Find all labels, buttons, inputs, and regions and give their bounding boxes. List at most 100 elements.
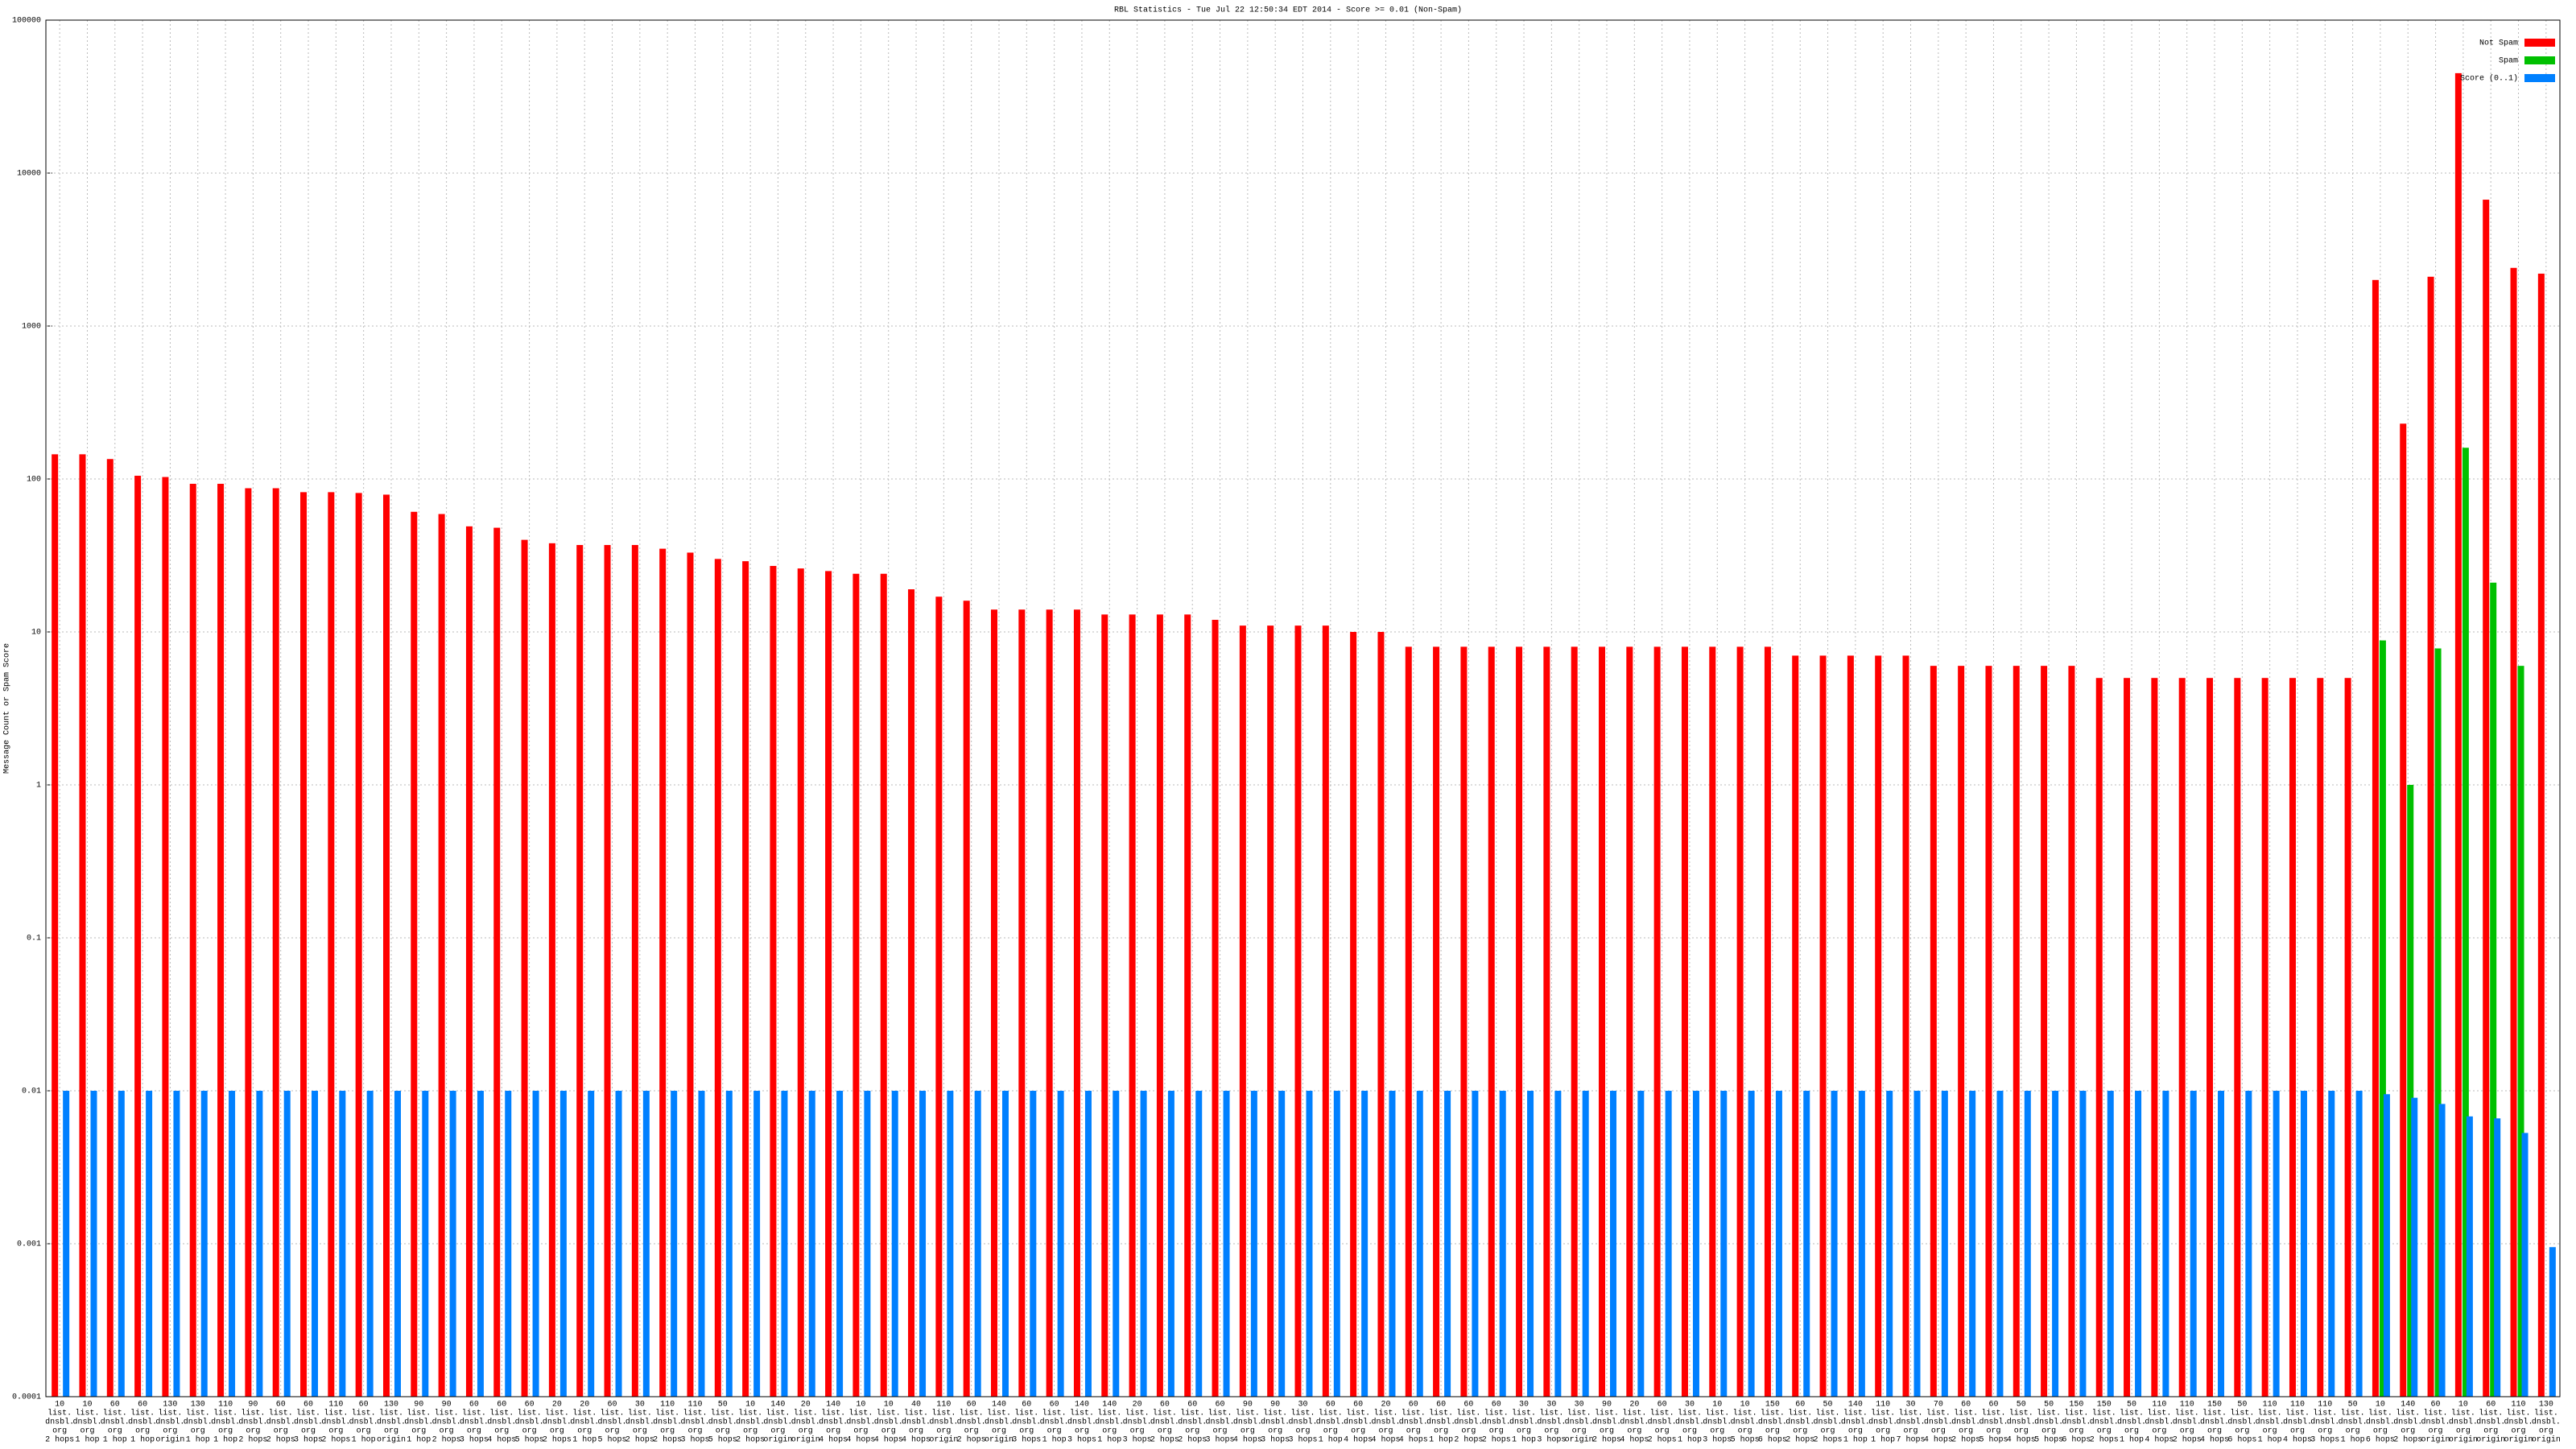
x-tick-label: org	[218, 1427, 233, 1436]
x-tick-label: dnsbl.	[1841, 1418, 1870, 1427]
bar	[505, 1091, 512, 1397]
bar	[852, 573, 860, 1397]
x-tick-label: 5 hops	[2034, 1435, 2063, 1445]
bar	[2190, 1091, 2197, 1397]
x-tick-label: org	[2346, 1427, 2360, 1436]
x-tick-label: 20	[580, 1401, 589, 1410]
x-tick-label: dnsbl.	[1040, 1418, 1069, 1427]
x-tick-label: dnsbl.	[570, 1418, 599, 1427]
bar	[1046, 609, 1053, 1397]
x-tick-label: dnsbl.	[2090, 1418, 2119, 1427]
bar	[2289, 678, 2296, 1397]
x-tick-label: 3 hops	[1206, 1435, 1235, 1445]
x-tick-label: 2 hops	[2393, 1435, 2422, 1445]
x-tick-label: org	[2512, 1427, 2526, 1436]
x-tick-label: 2 hops	[2173, 1435, 2202, 1445]
bar	[2438, 1104, 2446, 1397]
bar	[2383, 1094, 2390, 1397]
x-tick-label: org	[2373, 1427, 2388, 1436]
x-tick-label: 60	[1463, 1401, 1473, 1410]
x-tick-label: list.	[1319, 1409, 1343, 1418]
x-tick-label: 1 hop	[1042, 1435, 1067, 1445]
x-tick-label: 60	[2431, 1401, 2441, 1410]
bar	[366, 1091, 374, 1397]
x-tick-label: dnsbl.	[294, 1418, 323, 1427]
x-tick-label: org	[660, 1427, 675, 1436]
x-tick-label: org	[135, 1427, 150, 1436]
x-tick-label: org	[1461, 1427, 1476, 1436]
x-tick-label: 3 hops	[1261, 1435, 1290, 1445]
x-tick-label: org	[687, 1427, 702, 1436]
bar	[671, 1091, 678, 1397]
x-tick-label: 2 hops	[1785, 1435, 1814, 1445]
bar	[1720, 1091, 1728, 1397]
x-tick-label: dnsbl.	[929, 1418, 958, 1427]
x-tick-label: origin	[791, 1435, 820, 1445]
x-tick-label: org	[467, 1427, 481, 1436]
x-tick-label: 10	[55, 1401, 64, 1410]
x-tick-label: dnsbl.	[2339, 1418, 2368, 1427]
x-tick-label: 30	[1906, 1401, 1916, 1410]
x-tick-label: 110	[2263, 1401, 2277, 1410]
x-tick-label: 1 hop	[1512, 1435, 1536, 1445]
x-tick-label: list.	[241, 1409, 265, 1418]
x-tick-label: org	[2290, 1427, 2305, 1436]
x-tick-label: 2 hops	[45, 1435, 74, 1445]
x-tick-label: dnsbl.	[2200, 1418, 2229, 1427]
x-tick-label: 1 hop	[572, 1435, 597, 1445]
x-tick-label: dnsbl.	[45, 1418, 74, 1427]
x-tick-label: 140	[2401, 1401, 2415, 1410]
x-tick-label: 4 hops	[1344, 1435, 1373, 1445]
x-tick-label: org	[2014, 1427, 2029, 1436]
bar	[1527, 1091, 1534, 1397]
x-tick-label: dnsbl.	[1067, 1418, 1096, 1427]
x-tick-label: 6 hops	[2062, 1435, 2091, 1445]
x-tick-label: list.	[2009, 1409, 2033, 1418]
x-tick-label: list.	[655, 1409, 679, 1418]
x-tick-label: 60	[110, 1401, 120, 1410]
x-tick-label: 60	[497, 1401, 506, 1410]
x-tick-label: list.	[1595, 1409, 1619, 1418]
x-tick-label: 60	[303, 1401, 313, 1410]
bar	[1184, 614, 1191, 1397]
x-tick-label: dnsbl.	[985, 1418, 1013, 1427]
x-tick-label: list.	[1926, 1409, 1951, 1418]
x-tick-label: org	[301, 1427, 316, 1436]
bar	[256, 1091, 263, 1397]
bar	[1582, 1091, 1589, 1397]
x-tick-label: org	[1765, 1427, 1780, 1436]
x-tick-label: org	[1627, 1427, 1641, 1436]
x-tick-label: dnsbl.	[1731, 1418, 1760, 1427]
x-tick-label: list.	[545, 1409, 569, 1418]
bar	[1554, 1091, 1562, 1397]
x-tick-label: 60	[1216, 1401, 1225, 1410]
x-tick-label: 20	[1381, 1401, 1390, 1410]
x-tick-label: org	[577, 1427, 592, 1436]
bar	[1389, 1091, 1396, 1397]
bar	[382, 494, 390, 1397]
x-tick-label: dnsbl.	[101, 1418, 130, 1427]
x-tick-label: 110	[218, 1401, 233, 1410]
x-tick-label: list.	[1622, 1409, 1646, 1418]
x-tick-label: dnsbl.	[598, 1418, 627, 1427]
x-tick-label: dnsbl.	[543, 1418, 572, 1427]
bar	[963, 601, 970, 1397]
x-tick-label: 60	[1022, 1401, 1031, 1410]
x-tick-label: dnsbl.	[2173, 1418, 2202, 1427]
x-tick-label: org	[2069, 1427, 2083, 1436]
bar	[2273, 1091, 2280, 1397]
x-tick-label: org	[1213, 1427, 1228, 1436]
x-tick-label: 130	[163, 1401, 177, 1410]
x-tick-label: list.	[821, 1409, 845, 1418]
bar	[312, 1091, 319, 1397]
bar	[1985, 666, 1992, 1397]
x-tick-label: org	[384, 1427, 398, 1436]
bar	[79, 454, 86, 1397]
x-tick-label: dnsbl.	[1371, 1418, 1400, 1427]
x-tick-label: dnsbl.	[708, 1418, 737, 1427]
x-tick-label: list.	[1180, 1409, 1204, 1418]
bar	[576, 545, 584, 1397]
x-tick-label: dnsbl.	[1509, 1418, 1538, 1427]
x-tick-label: 3 hops	[2310, 1435, 2339, 1445]
x-tick-label: 90	[1602, 1401, 1612, 1410]
